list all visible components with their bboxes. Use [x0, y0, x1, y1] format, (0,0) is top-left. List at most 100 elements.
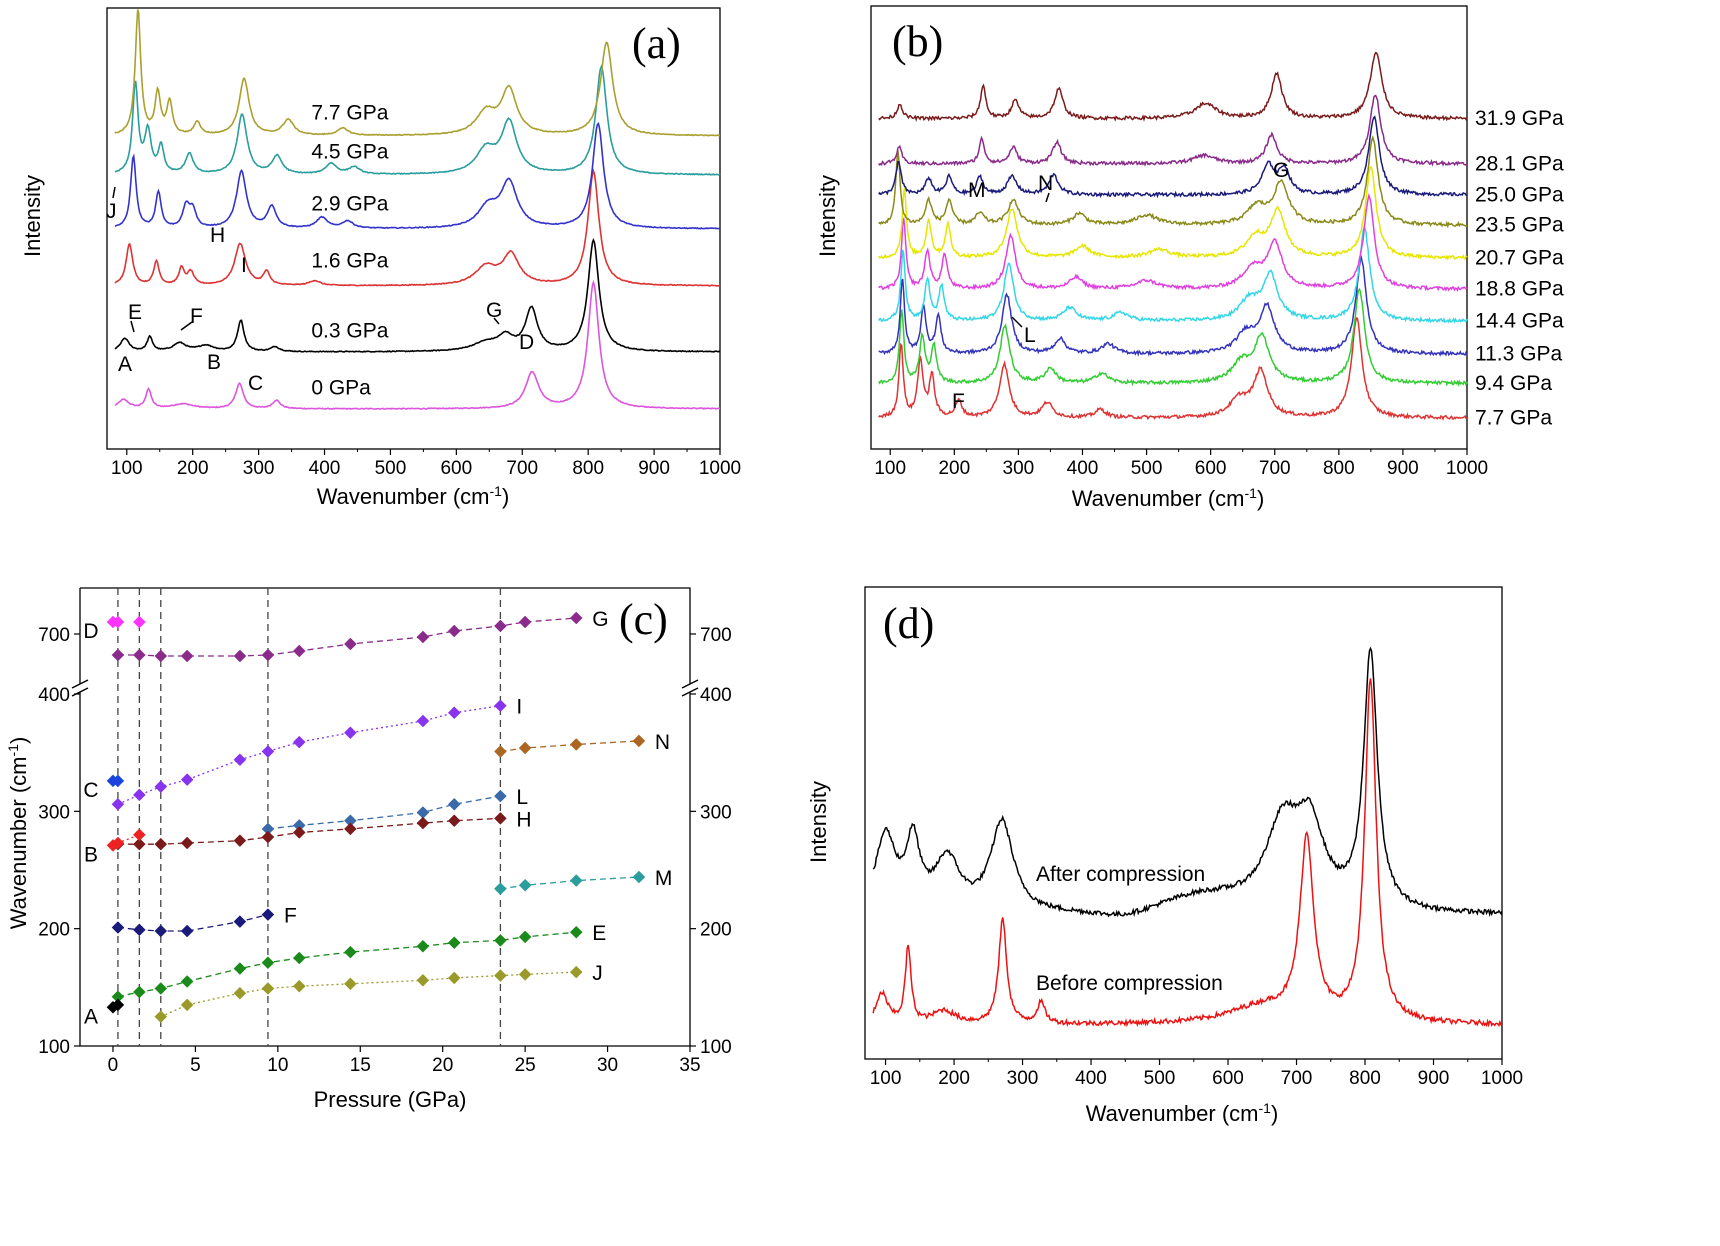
- point-j-1: [180, 998, 194, 1012]
- panel-d-x-ticks: 100 200 300 400 500 600 700 800 900 1000: [870, 1059, 1523, 1089]
- panel-b-x-tick-label-300: 300: [1003, 458, 1035, 479]
- point-i-3: [180, 773, 194, 787]
- point-c-1: [111, 774, 125, 788]
- series-label-j: J: [592, 962, 603, 985]
- panel-b-pressure-labels: 7.7 GPa 9.4 GPa 11.3 GPa 14.4 GPa 18.8 GPa 20…: [1475, 107, 1564, 429]
- arrow-F: [180, 321, 193, 331]
- panel-c-y-tick-label-left-700: 700: [38, 625, 70, 646]
- series-line-h: [117, 817, 501, 845]
- point-g-12: [569, 611, 583, 625]
- panel-d-x-tick-label-1000: 1000: [1481, 1068, 1523, 1089]
- point-e-9: [447, 936, 461, 950]
- panel-b-label-20-7-gpa: 20.7 GPa: [1475, 246, 1564, 269]
- panel-a-spectrum-0-gpa: [114, 279, 721, 411]
- panel-b-x-axis-title: Wavenumber (cm-1): [1072, 485, 1265, 511]
- series-label-c: C: [83, 779, 98, 802]
- panel-a-label: (a): [632, 19, 681, 68]
- point-g-4: [233, 649, 247, 663]
- panel-b-label-28-1-gpa: 28.1 GPa: [1475, 152, 1564, 175]
- panel-b-y-axis-title: Intensity: [815, 175, 840, 257]
- point-m-3: [632, 870, 646, 884]
- panel-b: (b) 100 200 300 400 500 600 700 800 900 1000 7.7 …: [815, 5, 1564, 511]
- peak-label-J: J: [106, 200, 117, 223]
- panel-b-spectra: [878, 51, 1468, 421]
- point-m-1: [518, 878, 532, 892]
- panel-c-y-tick-label-right-200: 200: [700, 920, 732, 941]
- point-j-7: [447, 971, 461, 985]
- point-j-3: [261, 982, 275, 995]
- point-i-8: [416, 714, 430, 728]
- point-b-1: [111, 836, 125, 850]
- panel-c-series: D G I N C LH B M F EJ A: [83, 608, 672, 1028]
- panel-c-x-tick-label-35: 35: [679, 1055, 700, 1076]
- point-h-3: [180, 836, 194, 850]
- panel-c-x-tick-label-0: 0: [108, 1055, 119, 1076]
- panel-b-spectrum-25-0-gpa: [878, 115, 1468, 199]
- panel-a-spectra: 0 GPa 0.3 GPa 1.6 GPa 2.9 GPa 4.5 GPa 7.7 GPa: [114, 9, 721, 411]
- point-i-7: [344, 726, 357, 740]
- series-line-i: [117, 705, 501, 805]
- point-f-2: [154, 924, 168, 938]
- point-e-2: [154, 982, 168, 995]
- point-g-1: [132, 648, 146, 662]
- panel-d-frame: [864, 586, 1503, 1060]
- panel-d-x-tick-label-300: 300: [1007, 1068, 1039, 1089]
- panel-c-x-tick-label-10: 10: [267, 1055, 288, 1076]
- point-g-9: [447, 624, 461, 638]
- point-f-1: [132, 923, 146, 937]
- panel-c-y-tick-label-left-300: 300: [38, 802, 70, 823]
- peak-label-B: B: [207, 351, 221, 374]
- point-h-2: [154, 837, 168, 851]
- point-e-8: [416, 939, 430, 953]
- panel-b-x-tick-label-600: 600: [1195, 458, 1227, 479]
- series-label-f: F: [284, 905, 297, 928]
- panel-b-label-14-4-gpa: 14.4 GPa: [1475, 310, 1564, 333]
- panel-a-spectrum-2-9-gpa: [114, 122, 721, 230]
- panel-c-y-axis-title: Wavenumber (cm-1): [5, 737, 31, 930]
- point-j-2: [233, 986, 247, 1000]
- point-i-6: [292, 735, 306, 749]
- panel-b-label-9-4-gpa: 9.4 GPa: [1475, 372, 1552, 395]
- point-h-4: [233, 834, 247, 848]
- point-i-2: [154, 780, 168, 794]
- point-a-1: [111, 998, 125, 1012]
- peak-label-G-b: G: [1273, 159, 1289, 182]
- point-i-5: [261, 745, 275, 758]
- series-line-m: [500, 876, 639, 890]
- peak-label-I: I: [241, 254, 247, 277]
- point-h-8: [416, 816, 430, 830]
- panel-b-x-tick-label-100: 100: [874, 458, 906, 479]
- peak-label-A: A: [118, 353, 132, 376]
- panel-b-label-11-3-gpa: 11.3 GPa: [1475, 343, 1562, 366]
- panel-c-x-tick-label-5: 5: [190, 1055, 201, 1076]
- point-g-8: [416, 630, 430, 644]
- peak-label-C: C: [248, 372, 263, 395]
- point-h-10: [494, 812, 507, 825]
- peak-label-F-b: F: [952, 390, 965, 413]
- panel-a-x-tick-label-600: 600: [440, 458, 472, 479]
- point-e-6: [292, 951, 306, 965]
- panel-b-label-31-9-gpa: 31.9 GPa: [1475, 107, 1564, 130]
- point-g-5: [261, 648, 275, 662]
- peak-label-G: G: [486, 299, 502, 322]
- peak-label-H: H: [210, 224, 225, 247]
- point-i-9: [447, 706, 461, 720]
- panel-c-frame: [79, 587, 691, 1047]
- panel-d-spectra: [872, 646, 1503, 1028]
- point-h-9: [447, 814, 461, 828]
- point-g-3: [180, 649, 194, 663]
- axis-break-mark-right: [681, 679, 699, 697]
- point-e-1: [132, 985, 146, 999]
- panel-c-axis-break: [71, 679, 699, 697]
- panel-b-x-tick-label-700: 700: [1259, 458, 1291, 479]
- point-i-0: [111, 797, 125, 811]
- panel-c-y-tick-label-right-300: 300: [700, 802, 732, 823]
- panel-c-y-tick-label-left-100: 100: [38, 1037, 70, 1058]
- panel-b-x-tick-label-400: 400: [1067, 458, 1099, 479]
- panel-c-y-ticks: 100 100 200 200 300 300 400 400 700 700: [38, 625, 731, 1058]
- panel-b-label-25-0-gpa: 25.0 GPa: [1475, 183, 1564, 206]
- panel-d-x-tick-label-200: 200: [938, 1068, 970, 1089]
- point-d-2: [132, 615, 146, 629]
- panel-b-spectrum-28-1-gpa: [878, 94, 1468, 167]
